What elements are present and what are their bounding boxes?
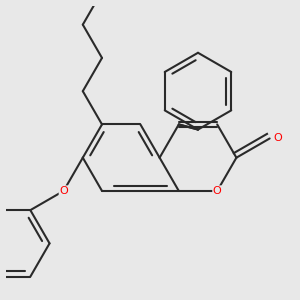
Text: O: O xyxy=(274,134,282,143)
Text: O: O xyxy=(213,186,222,196)
Text: O: O xyxy=(59,186,68,196)
